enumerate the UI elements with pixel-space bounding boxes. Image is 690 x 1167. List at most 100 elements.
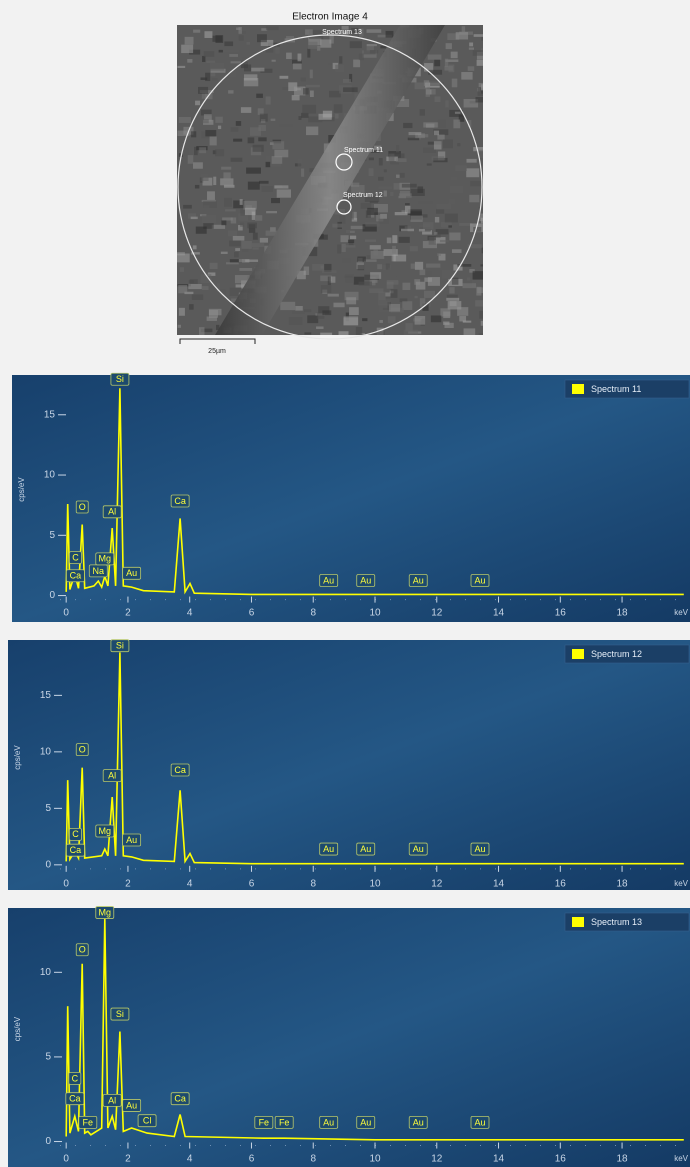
sem-grain xyxy=(452,249,462,253)
sem-grain xyxy=(245,208,256,215)
sem-grain xyxy=(390,192,393,196)
sem-grain xyxy=(178,325,181,328)
sem-grain xyxy=(205,73,210,81)
sem-grain xyxy=(476,287,481,296)
sem-grain xyxy=(434,131,439,136)
sem-grain xyxy=(341,235,349,242)
sem-grain xyxy=(177,66,185,68)
sem-grain xyxy=(370,245,381,249)
sem-grain xyxy=(328,276,331,284)
sem-grain xyxy=(321,285,331,293)
sem-grain xyxy=(479,83,488,87)
peak-label: Au xyxy=(126,1100,137,1110)
sem-grain xyxy=(428,55,442,60)
peak-label: Au xyxy=(360,844,371,854)
sem-grain xyxy=(482,248,488,254)
sem-grain xyxy=(342,258,351,263)
sem-grain xyxy=(257,34,267,42)
sem-grain xyxy=(202,286,209,290)
sem-grain xyxy=(423,122,438,127)
sem-grain xyxy=(239,268,252,271)
sem-grain xyxy=(207,317,217,321)
sem-grain xyxy=(304,309,311,312)
sem-grain xyxy=(328,294,339,297)
sem-grain xyxy=(367,29,382,33)
sem-grain xyxy=(252,247,258,249)
sem-grain xyxy=(420,269,426,275)
sem-grain xyxy=(256,94,263,98)
sem-grain xyxy=(195,185,199,189)
sem-grain xyxy=(474,34,488,37)
sem-grain xyxy=(279,124,294,127)
sem-grain xyxy=(317,46,320,51)
sem-grain xyxy=(388,316,396,323)
sem-grain xyxy=(242,31,246,34)
sem-grain xyxy=(461,72,472,80)
sem-grain xyxy=(378,177,384,181)
sem-grain xyxy=(440,308,450,316)
sem-grain xyxy=(429,237,436,245)
sem-grain xyxy=(280,76,289,79)
sem-grain xyxy=(418,201,433,203)
sem-grain xyxy=(266,211,277,213)
sem-grain xyxy=(404,330,418,336)
sem-grain xyxy=(221,220,226,225)
figure: Spectrum 13 Spectrum 11 Spectrum 12 Elec… xyxy=(0,0,690,1167)
sem-grain xyxy=(436,229,449,234)
sem-grain xyxy=(224,49,239,53)
sem-grain xyxy=(304,332,311,334)
sem-grain xyxy=(239,35,244,41)
x-tick-label: 6 xyxy=(249,879,255,890)
sem-grain xyxy=(405,203,410,205)
sem-grain xyxy=(241,241,251,249)
sem-grain xyxy=(411,264,415,269)
legend-swatch xyxy=(572,384,584,394)
sem-grain xyxy=(402,184,417,188)
peak-label: C xyxy=(72,1073,79,1083)
sem-grain xyxy=(436,209,444,214)
sem-grain xyxy=(229,240,241,246)
sem-grain xyxy=(204,31,212,38)
sem-grain xyxy=(233,139,242,142)
sem-grain xyxy=(221,252,228,254)
peak-label: Ca xyxy=(69,1094,81,1104)
sem-grain xyxy=(250,127,261,136)
sem-grain xyxy=(178,285,187,293)
sem-grain xyxy=(229,54,238,57)
sem-grain xyxy=(348,240,354,243)
y-tick-label: 0 xyxy=(45,1136,51,1147)
peak-label: Au xyxy=(360,575,371,585)
sem-grain xyxy=(466,168,479,177)
x-axis-label: keV xyxy=(674,879,688,888)
sem-grain xyxy=(358,265,365,270)
sem-grain xyxy=(466,159,476,163)
sem-grain xyxy=(233,200,244,208)
sem-grain xyxy=(272,156,283,164)
peak-label: Al xyxy=(108,507,116,517)
sem-grain xyxy=(359,282,372,286)
sem-grain xyxy=(251,68,264,72)
sem-grain xyxy=(419,229,425,231)
sem-grain xyxy=(469,48,474,50)
sem-grain xyxy=(409,132,422,135)
sem-grain xyxy=(477,60,487,66)
sem-grain xyxy=(219,50,223,53)
legend-label: Spectrum 13 xyxy=(591,917,642,927)
sem-grain xyxy=(293,63,302,69)
peak-label: Si xyxy=(116,641,124,651)
sem-grain xyxy=(198,87,208,94)
sem-grain xyxy=(431,315,442,322)
sem-grain xyxy=(301,113,308,118)
sem-grain xyxy=(351,212,354,220)
sem-grain xyxy=(332,224,342,228)
peak-label: Mg xyxy=(99,554,112,564)
legend-swatch xyxy=(572,649,584,659)
sem-grain xyxy=(196,227,207,234)
x-tick-label: 12 xyxy=(431,608,443,619)
sem-grain xyxy=(203,201,217,208)
x-axis-label: keV xyxy=(674,1154,688,1163)
sem-grain xyxy=(426,264,440,268)
sem-grain xyxy=(240,223,244,227)
peak-label: O xyxy=(79,745,86,755)
sem-grain xyxy=(445,214,458,223)
